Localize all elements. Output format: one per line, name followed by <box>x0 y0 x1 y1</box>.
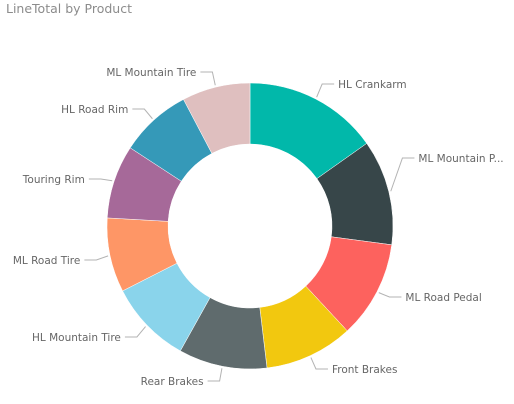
label-ml-road-tire: ML Road Tire <box>13 255 81 267</box>
label-hl-crankarm: HL Crankarm <box>338 79 407 91</box>
label-touring-rim: Touring Rim <box>22 174 85 186</box>
leader-rear-brakes <box>207 368 223 382</box>
donut-slices <box>106 82 394 370</box>
slice-labels: HL Crankarm ML Mountain P... ML Road Pedal… <box>13 67 504 388</box>
label-ml-road-pedal: ML Road Pedal <box>405 292 481 304</box>
leader-ml-mountain-tire <box>200 71 216 86</box>
leader-ml-mountain-p <box>390 157 415 192</box>
leader-front-brakes <box>310 357 328 370</box>
leader-lines <box>84 71 415 382</box>
label-ml-mountain-p: ML Mountain P... <box>418 153 503 165</box>
label-hl-road-rim: HL Road Rim <box>61 104 128 116</box>
label-ml-mountain-tire: ML Mountain Tire <box>106 67 196 79</box>
leader-ml-road-pedal <box>378 292 402 298</box>
label-rear-brakes: Rear Brakes <box>141 376 204 388</box>
label-hl-mountain-tire: HL Mountain Tire <box>32 332 121 344</box>
leader-ml-road-tire <box>84 255 109 261</box>
leader-hl-road-rim <box>132 108 153 120</box>
leader-touring-rim <box>88 178 113 182</box>
leader-hl-crankarm <box>316 83 335 98</box>
chart-title: LineTotal by Product <box>6 1 132 16</box>
leader-hl-mountain-tire <box>124 326 146 338</box>
slice-ml-mountain-tire[interactable] <box>183 82 251 154</box>
label-front-brakes: Front Brakes <box>332 364 398 376</box>
